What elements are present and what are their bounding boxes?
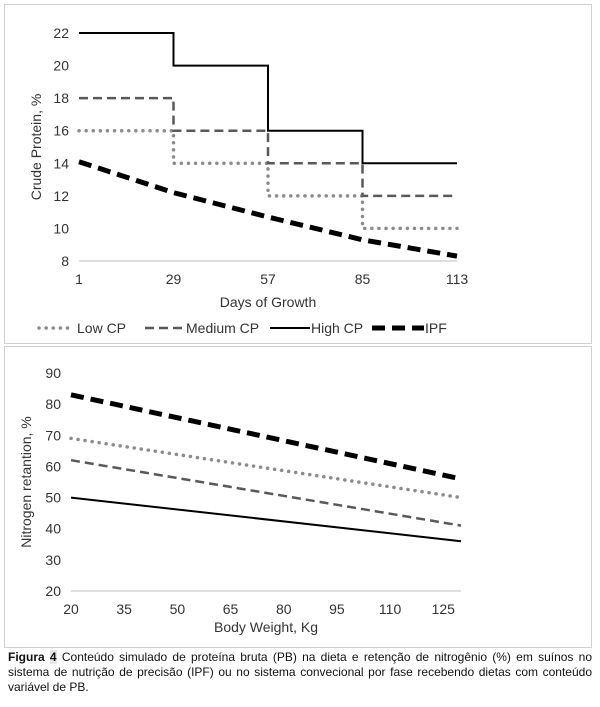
figure-caption: Figura 4 Conteúdo simulado de proteína b… (8, 650, 592, 695)
x-tick-label-57: 57 (260, 271, 276, 287)
caption-number: 4 (49, 650, 57, 664)
legend-label-high-cp: High CP (311, 320, 363, 336)
y-tick-label-70: 70 (45, 427, 61, 443)
caption-text: Conteúdo simulado de proteína bruta (PB)… (8, 650, 593, 694)
series-line-low-cp (77, 128, 459, 231)
legend-label-low-cp: Low CP (77, 320, 126, 336)
x-tick-label-35: 35 (116, 601, 132, 617)
x-tick-label-50: 50 (170, 601, 186, 617)
series-line-medium-cp (79, 96, 457, 198)
y-tick-label-90: 90 (45, 365, 61, 381)
y-axis-title: Nitrogen retantion, % (18, 416, 34, 548)
y-tick-label-16: 16 (53, 123, 69, 139)
y-tick-label-12: 12 (53, 188, 69, 204)
series-line-high-cp (79, 32, 457, 165)
x-tick-label-85: 85 (355, 271, 371, 287)
x-tick-label-95: 95 (329, 601, 345, 617)
legend-label-ipf: IPF (425, 320, 447, 336)
nitrogen-retention-chart: 20 30 40 50 60 70 80 90 20 35 50 65 80 95 110 125 Body W… (18, 365, 463, 635)
y-tick-label-20: 20 (45, 583, 61, 599)
x-axis-title: Body Weight, Kg (214, 619, 318, 635)
chart-panel-nitrogen-retention: 20 30 40 50 60 70 80 90 20 35 50 65 80 95 110 125 Body W… (4, 346, 592, 648)
chart-panel-crude-protein: 8 10 12 14 16 18 20 22 1 29 57 85 113 Days of Growth C… (4, 4, 592, 344)
legend-label-medium-cp: Medium CP (186, 320, 259, 336)
x-tick-label-65: 65 (223, 601, 239, 617)
series-line-ipf (70, 392, 462, 482)
caption-lead: Figura (8, 650, 45, 664)
series-line-medium-cp (70, 458, 462, 527)
series-line-low-cp (69, 436, 463, 500)
series-line-ipf (78, 159, 458, 259)
y-tick-label-14: 14 (53, 155, 69, 171)
y-axis-title: Crude Protein, % (28, 94, 44, 201)
y-tick-label-8: 8 (61, 253, 69, 269)
y-tick-label-40: 40 (45, 521, 61, 537)
x-tick-label-29: 29 (166, 271, 182, 287)
y-tick-label-80: 80 (45, 396, 61, 412)
x-tick-label-80: 80 (276, 601, 292, 617)
y-tick-label-10: 10 (53, 220, 69, 236)
x-tick-label-110: 110 (379, 601, 402, 617)
y-tick-label-50: 50 (45, 490, 61, 506)
y-tick-label-60: 60 (45, 458, 61, 474)
y-tick-label-22: 22 (53, 25, 69, 41)
x-axis-title: Days of Growth (220, 294, 316, 310)
series-line-high-cp (70, 496, 462, 543)
x-tick-label-20: 20 (63, 601, 79, 617)
y-tick-label-20: 20 (53, 58, 69, 74)
x-tick-label-1: 1 (75, 271, 83, 287)
x-tick-label-125: 125 (432, 601, 456, 617)
crude-protein-chart: 8 10 12 14 16 18 20 22 1 29 57 85 113 Days of Growth C… (28, 25, 469, 336)
x-tick-label-113: 113 (446, 271, 469, 287)
y-tick-label-30: 30 (45, 552, 61, 568)
y-tick-label-18: 18 (53, 90, 69, 106)
